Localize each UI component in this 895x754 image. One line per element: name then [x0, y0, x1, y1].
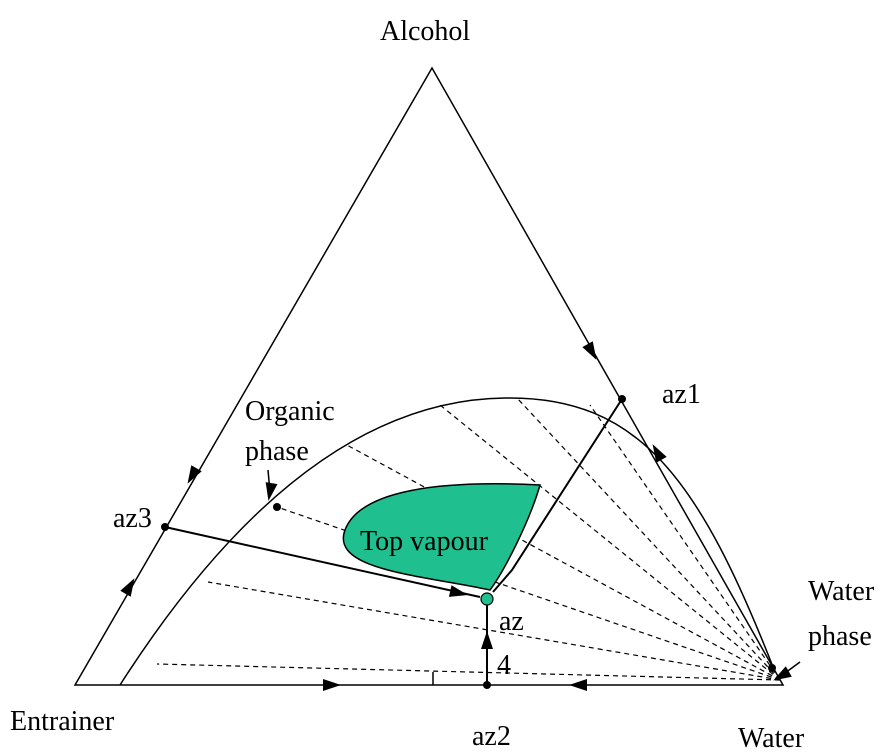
organic-pointer — [267, 469, 271, 493]
region-label: Top vapour — [360, 526, 489, 557]
binodal-curve — [119, 397, 776, 686]
water-pointer — [780, 661, 801, 677]
arrows — [120, 341, 792, 691]
points — [161, 395, 776, 689]
phase-label: phase — [808, 621, 872, 652]
stream-label: 4 — [497, 650, 511, 681]
top-vapour-region — [342, 483, 541, 591]
phase-label: Organic — [245, 396, 335, 427]
vertex-label: Entrainer — [10, 706, 115, 737]
point-label: az1 — [662, 379, 701, 410]
vertex-label: Water — [738, 723, 805, 754]
triangle — [73, 66, 785, 686]
az3-line — [164, 526, 481, 598]
vertex-label: Alcohol — [380, 16, 470, 47]
point-label: az3 — [113, 503, 152, 534]
phase-label: Water — [808, 576, 875, 607]
point-label: az — [499, 606, 524, 637]
az1-line — [492, 398, 623, 593]
point-label: az2 — [472, 721, 511, 752]
phase-label: phase — [245, 436, 309, 467]
